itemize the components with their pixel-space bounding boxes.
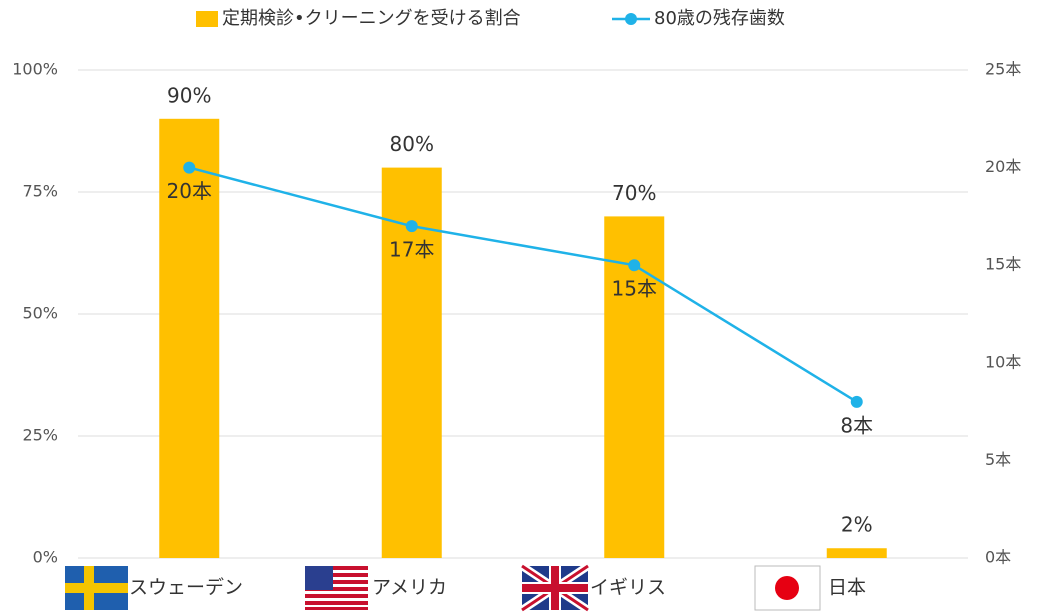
flag-uk [519,562,591,614]
legend-label: 定期検診•クリーニングを受ける割合 [222,8,521,29]
bar [604,216,665,558]
flag-sweden [65,566,128,610]
y2-tick-label: 10本 [985,352,1021,371]
bar-value-label: 2% [841,513,873,537]
legend-swatch [196,11,218,27]
x-tick-label: イギリス [590,577,666,599]
line-marker [183,161,196,174]
legend-label: 80歳の残存歯数 [654,8,785,29]
x-tick-label: スウェーデン [129,577,243,599]
line-marker [405,220,418,233]
line-value-label: 20本 [167,179,212,203]
y2-tick-label: 25本 [985,60,1021,79]
y-tick-label: 0% [33,548,58,567]
legend-marker [625,13,637,25]
line-marker [850,395,863,408]
flag-usa [305,566,368,610]
bar [381,167,442,558]
y-tick-label: 100% [12,60,58,79]
line-marker [628,259,641,272]
bar-value-label: 70% [612,181,656,205]
line-value-label: 15本 [612,277,657,301]
x-tick-label: アメリカ [372,577,447,599]
y-tick-label: 75% [22,182,58,201]
bar [159,118,220,559]
flags [65,562,821,614]
y-tick-label: 50% [22,304,58,323]
y2-tick-label: 5本 [985,450,1011,469]
y-tick-label: 25% [22,426,58,445]
line [188,166,858,403]
bar [826,548,887,558]
y2-tick-label: 0本 [985,548,1011,567]
y2-tick-label: 15本 [985,255,1021,274]
flag-japan [754,565,821,611]
x-tick-label: 日本 [828,577,866,599]
line-value-label: 8本 [840,413,873,437]
y2-tick-label: 20本 [985,157,1021,176]
bar-value-label: 80% [390,132,434,156]
bar-value-label: 90% [167,83,211,107]
line-value-label: 17本 [389,238,434,262]
